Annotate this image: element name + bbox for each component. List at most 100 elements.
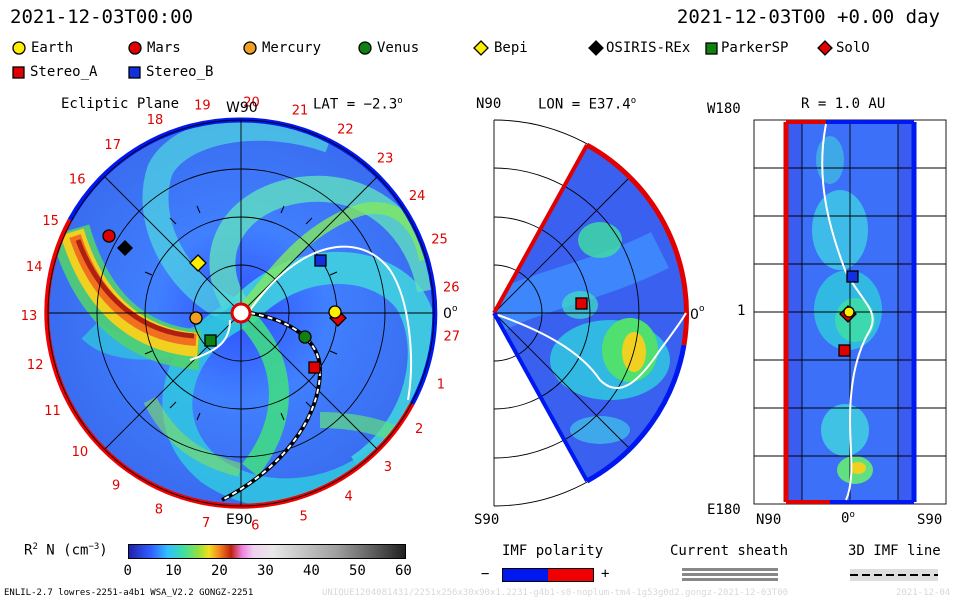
carrington-label-24: 24: [409, 189, 426, 204]
meridional-0-label: 0: [690, 307, 699, 323]
stereo-a-marker-icon: [308, 361, 321, 374]
carrington-label-2: 2: [415, 422, 423, 437]
meridional-edge-south: [492, 312, 589, 482]
meridional-lon-text: LON = E37.4: [538, 96, 631, 113]
sun-icon: [230, 302, 252, 324]
legend-mars-label: Mars: [147, 40, 181, 56]
carrington-label-7: 7: [202, 516, 210, 531]
carrington-label-6: 6: [251, 519, 259, 534]
time-offset-label: 2021-12-03T00 +0.00 day: [676, 6, 940, 28]
carrington-label-27: 27: [444, 330, 461, 345]
carrington-label-17: 17: [104, 138, 121, 153]
legend-stereo-b-label: Stereo_B: [146, 64, 214, 80]
carrington-label-12: 12: [27, 358, 44, 373]
colorbar-tick-10: 10: [165, 563, 182, 579]
radial-stereo-b-marker-icon: [846, 270, 859, 283]
carrington-label-11: 11: [44, 404, 61, 419]
colorbar-label-sup2: −3: [88, 542, 100, 552]
legend-venus-label: Venus: [377, 40, 420, 56]
meridional-lon-deg: o: [630, 96, 637, 106]
imf-polarity-bar: [502, 568, 594, 582]
carrington-label-9: 9: [112, 478, 120, 493]
imf-plus-label: +: [601, 566, 610, 582]
legend-bepi: Bepi: [473, 40, 528, 56]
colorbar-tick-60: 60: [395, 563, 412, 579]
stereo-b-marker-icon: [314, 254, 327, 267]
solo-marker-icon: [817, 40, 833, 56]
carrington-label-14: 14: [26, 260, 43, 275]
earth-marker-icon: [12, 41, 26, 55]
current-sheath-swatch: [682, 568, 778, 581]
colorbar-label: R2 N (cm−3): [24, 542, 108, 559]
legend-stereo-a-label: Stereo_A: [30, 64, 98, 80]
ecliptic-imf-line-dash: [221, 312, 322, 501]
meridional-s90-label: S90: [474, 512, 500, 528]
carrington-label-8: 8: [155, 503, 163, 518]
imf-3d-line-swatch: [850, 569, 938, 581]
earth-marker-icon: [328, 305, 342, 319]
osiris-rex-marker-icon: [588, 40, 604, 56]
ecliptic-ticks: [144, 205, 338, 421]
current-sheath-title: Current sheath: [670, 543, 789, 559]
carrington-label-3: 3: [384, 460, 392, 475]
ecliptic-lat-label: LAT = −2.3o: [313, 96, 403, 113]
parkersp-marker-icon: [204, 334, 217, 347]
legend-osiris-rex-label: OSIRIS-REx: [606, 40, 691, 56]
colorbar-label-sup: 2: [32, 542, 38, 552]
mercury-marker-icon: [189, 311, 203, 325]
radial-0-label: 0o: [841, 510, 855, 527]
mars-marker-icon: [102, 229, 116, 243]
legend-earth: Earth: [12, 40, 73, 56]
carrington-label-5: 5: [300, 510, 308, 525]
legend-parkersp: ParkerSP: [705, 40, 788, 56]
carrington-label-22: 22: [337, 123, 354, 138]
bepi-marker-icon: [473, 40, 489, 56]
meridional-lon-label: LON = E37.4o: [538, 96, 636, 113]
footer-date: 2021-12-04: [896, 588, 951, 598]
footer-model-info: ENLIL-2.7 lowres-2251-a4b1 WSA_V2.2 GONG…: [4, 588, 254, 598]
radial-0-text: 0: [841, 510, 850, 527]
ecliptic-lat-text: LAT = −2.3: [313, 96, 398, 113]
carrington-label-13: 13: [21, 309, 38, 324]
legend-mercury: Mercury: [243, 40, 321, 56]
carrington-label-26: 26: [443, 281, 460, 296]
legend-stereo-b: Stereo_B: [128, 64, 213, 80]
colorbar-tick-50: 50: [349, 563, 366, 579]
radial-0-deg: o: [849, 510, 855, 520]
carrington-label-25: 25: [431, 233, 448, 248]
legend-solo: SolO: [817, 40, 870, 56]
radial-earth-marker-icon: [843, 306, 855, 318]
carrington-label-21: 21: [292, 103, 309, 118]
stereo-b-marker-icon: [128, 65, 141, 79]
venus-marker-icon: [358, 41, 372, 55]
stereo-a-marker-icon: [12, 65, 25, 79]
ecliptic-lat-deg: o: [397, 96, 403, 106]
carrington-label-23: 23: [377, 152, 394, 167]
meridional-rim-negative: [585, 344, 687, 484]
imf-minus-label: −: [481, 566, 490, 582]
colorbar-label-r: R: [24, 542, 33, 559]
ecliptic-0-label: 0: [443, 306, 452, 322]
colorbar-tick-20: 20: [211, 563, 228, 579]
colorbar: [128, 544, 406, 559]
meridional-rim-positive: [585, 142, 690, 346]
carrington-label-15: 15: [42, 214, 59, 229]
radial-1-label: 1: [737, 303, 746, 319]
datetime-label: 2021-12-03T00:00: [10, 6, 194, 28]
carrington-label-19: 19: [194, 99, 211, 114]
radial-s90-label: S90: [917, 512, 943, 528]
legend-stereo-a: Stereo_A: [12, 64, 97, 80]
imf-polarity-title: IMF polarity: [502, 543, 604, 559]
carrington-labels: 19 20212223242526271234567891011121314151…: [21, 95, 460, 533]
meridional-field-line: [497, 312, 687, 390]
colorbar-label-end: ): [99, 542, 108, 559]
meridional-n90-label: N90: [476, 96, 502, 112]
radial-w180-label: W180: [707, 101, 741, 117]
carrington-label-20: 20: [243, 95, 260, 110]
ecliptic-field-line: [249, 245, 412, 401]
carrington-label-18: 18: [147, 113, 164, 128]
ecliptic-plane-title: Ecliptic Plane: [61, 96, 180, 112]
osiris-rex-marker-icon: [117, 240, 133, 256]
